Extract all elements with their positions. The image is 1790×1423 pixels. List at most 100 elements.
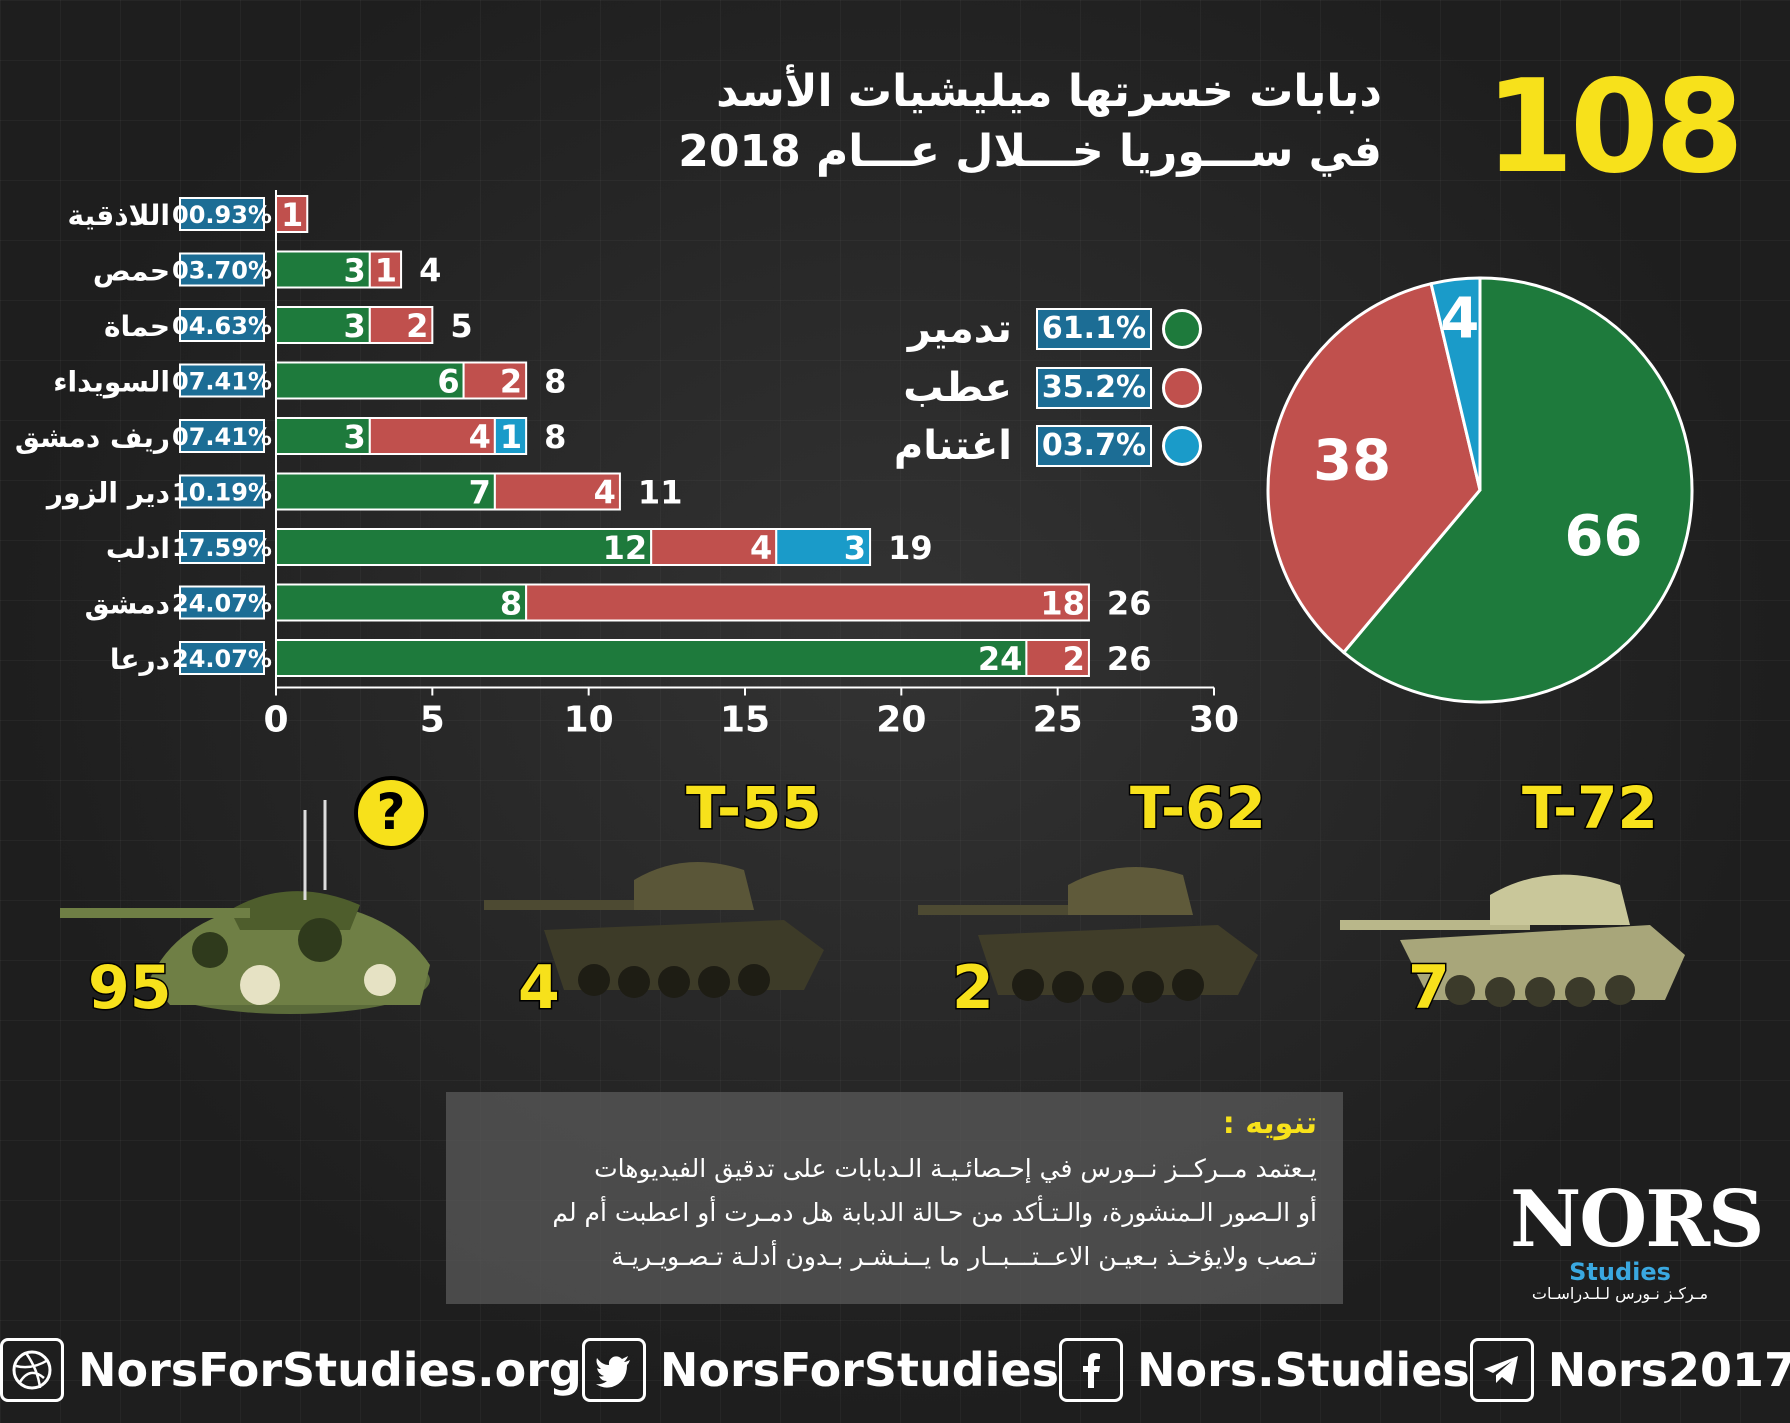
pie-slice-label: 66 [1565, 504, 1643, 569]
percentage-label: 04.63% [172, 312, 272, 340]
legend-dot-damaged [1162, 368, 1202, 408]
note-line-3: تـصب ولايؤخـذ بـعيـن الاعــتـــبــار ما … [611, 1242, 1317, 1271]
category-label: اللاذقية [68, 199, 170, 232]
bar-total-label: 11 [638, 474, 683, 512]
footer-facebook[interactable]: Nors.Studies [1059, 1338, 1470, 1402]
legend-item-captured: 03.7% اغتنام [894, 423, 1202, 469]
bar-value-label: 7 [469, 474, 491, 512]
telegram-text[interactable]: Nors2017 [1547, 1343, 1790, 1397]
bar-value-label: 8 [500, 585, 522, 623]
note-box: تنويه : يـعتمد مــركــز نــورس في إحـصائ… [446, 1092, 1343, 1304]
percentage-badge [179, 197, 265, 231]
percentage-label: 17.59% [172, 534, 272, 562]
bar-segment [368, 250, 403, 289]
bar-value-label: 3 [344, 252, 366, 290]
bar-segment [275, 417, 371, 455]
telegram-icon [1469, 1338, 1534, 1402]
logo-main-text: NORS [1510, 1174, 1764, 1265]
bar-segment [462, 361, 528, 400]
twitter-icon [581, 1338, 646, 1402]
percentage-badge [179, 363, 265, 398]
legend-dot-destroyed [1162, 309, 1202, 349]
note-line-1: يـعتمد مــركــز نــورس في إحـصائـيـة الـ… [594, 1154, 1317, 1183]
total-count: 108 [1484, 53, 1744, 202]
tank-count-t62: 2 [951, 953, 996, 1023]
nors-logo: NORS Studies مـركـز نـورس لـلـدراسـات [1510, 1130, 1764, 1304]
bar-value-label: 18 [1040, 585, 1085, 623]
facebook-text[interactable]: Nors.Studies [1137, 1343, 1470, 1397]
percentage-badge [179, 474, 265, 509]
percentage-badge [179, 308, 265, 342]
bar-value-label: 4 [750, 529, 772, 567]
legend-label-destroyed: تدمير [907, 306, 1012, 352]
percentage-label: 07.41% [172, 368, 272, 396]
x-tick-label: 10 [564, 700, 614, 741]
footer-website[interactable]: NorsForStudies.org [0, 1338, 582, 1402]
t55-tank-icon [484, 862, 824, 998]
category-label: دمشق [85, 588, 170, 621]
bar-value-label: 12 [603, 529, 648, 567]
legend-percent-damaged: 35.2% [1035, 367, 1152, 409]
dribbble-icon [0, 1338, 64, 1402]
percentage-badge [179, 641, 265, 675]
pie-slice-label: 4 [1440, 286, 1479, 351]
percentage-label: 03.70% [172, 257, 272, 285]
pie-slice-label: 38 [1313, 429, 1391, 494]
footer-telegram[interactable]: Nors2017 [1469, 1338, 1790, 1402]
tank-model-t72: T-72 [1521, 774, 1660, 842]
x-tick-label: 30 [1189, 700, 1239, 741]
bar-value-label: 1 [375, 252, 397, 290]
bar-segment [650, 528, 778, 566]
bar-value-label: 4 [469, 418, 491, 456]
percentage-label: 07.41% [172, 423, 272, 451]
pie-slice [1429, 276, 1482, 491]
footer-twitter[interactable]: NorsForStudies [581, 1338, 1059, 1402]
percentage-label: 24.07% [172, 645, 272, 673]
bar-value-label: 2 [406, 307, 428, 345]
percentage-badge [179, 530, 265, 564]
logo-arabic-text: مـركـز نـورس لـلـدراسـات [1531, 1284, 1709, 1303]
legend-percent-destroyed: 61.1% [1035, 308, 1152, 350]
tank-count-unknown: 95 [87, 953, 173, 1023]
bar-value-label: 4 [594, 474, 616, 512]
category-label: دير الزور [45, 477, 170, 510]
bar-total-label: 26 [1107, 640, 1152, 678]
tank-model-t55: T-55 [685, 774, 824, 842]
legend-item-damaged: 35.2% عطب [903, 365, 1202, 411]
t62-tank-icon [918, 867, 1258, 1003]
pie-slice [1266, 281, 1482, 655]
twitter-text[interactable]: NorsForStudies [659, 1343, 1059, 1397]
bar-value-label: 3 [344, 418, 366, 456]
x-tick-label: 20 [876, 700, 926, 741]
legend-item-destroyed: 61.1% تدمير [907, 306, 1202, 352]
legend-label-damaged: عطب [903, 365, 1012, 411]
percentage-label: 24.07% [172, 590, 272, 618]
t72-tank-icon [1340, 874, 1685, 1007]
bar-segment [275, 528, 653, 566]
tank-count-t55: 4 [517, 953, 562, 1023]
tank-model-t62: T-62 [1129, 774, 1268, 842]
website-text[interactable]: NorsForStudies.org [78, 1343, 582, 1397]
legend-percent-captured: 03.7% [1035, 425, 1152, 467]
bar-value-label: 1 [281, 196, 303, 234]
unknown-model-badge: ? [354, 776, 428, 850]
tank-count-t72: 7 [1407, 953, 1452, 1023]
bar-value-label: 3 [844, 529, 866, 567]
percentage-label: 10.19% [172, 479, 272, 507]
bar-segment [275, 639, 1028, 677]
category-label: درعا [110, 643, 170, 676]
bar-total-label: 26 [1107, 585, 1152, 623]
category-label: حماة [104, 310, 170, 343]
bar-segment [275, 472, 496, 511]
category-label: حمص [93, 255, 170, 288]
bar-segment [368, 306, 434, 344]
facebook-icon [1059, 1338, 1123, 1402]
bar-total-label: 5 [450, 307, 472, 345]
category-label: ادلب [106, 532, 170, 565]
pie-chart: 66 38 4 [1266, 276, 1694, 704]
bar-segment [493, 472, 621, 511]
percentage-label: 00.93% [172, 201, 272, 229]
title-line-2: في ســـوريا خـــلال عـــام 2018 [678, 126, 1382, 177]
bar-segment [775, 528, 872, 566]
